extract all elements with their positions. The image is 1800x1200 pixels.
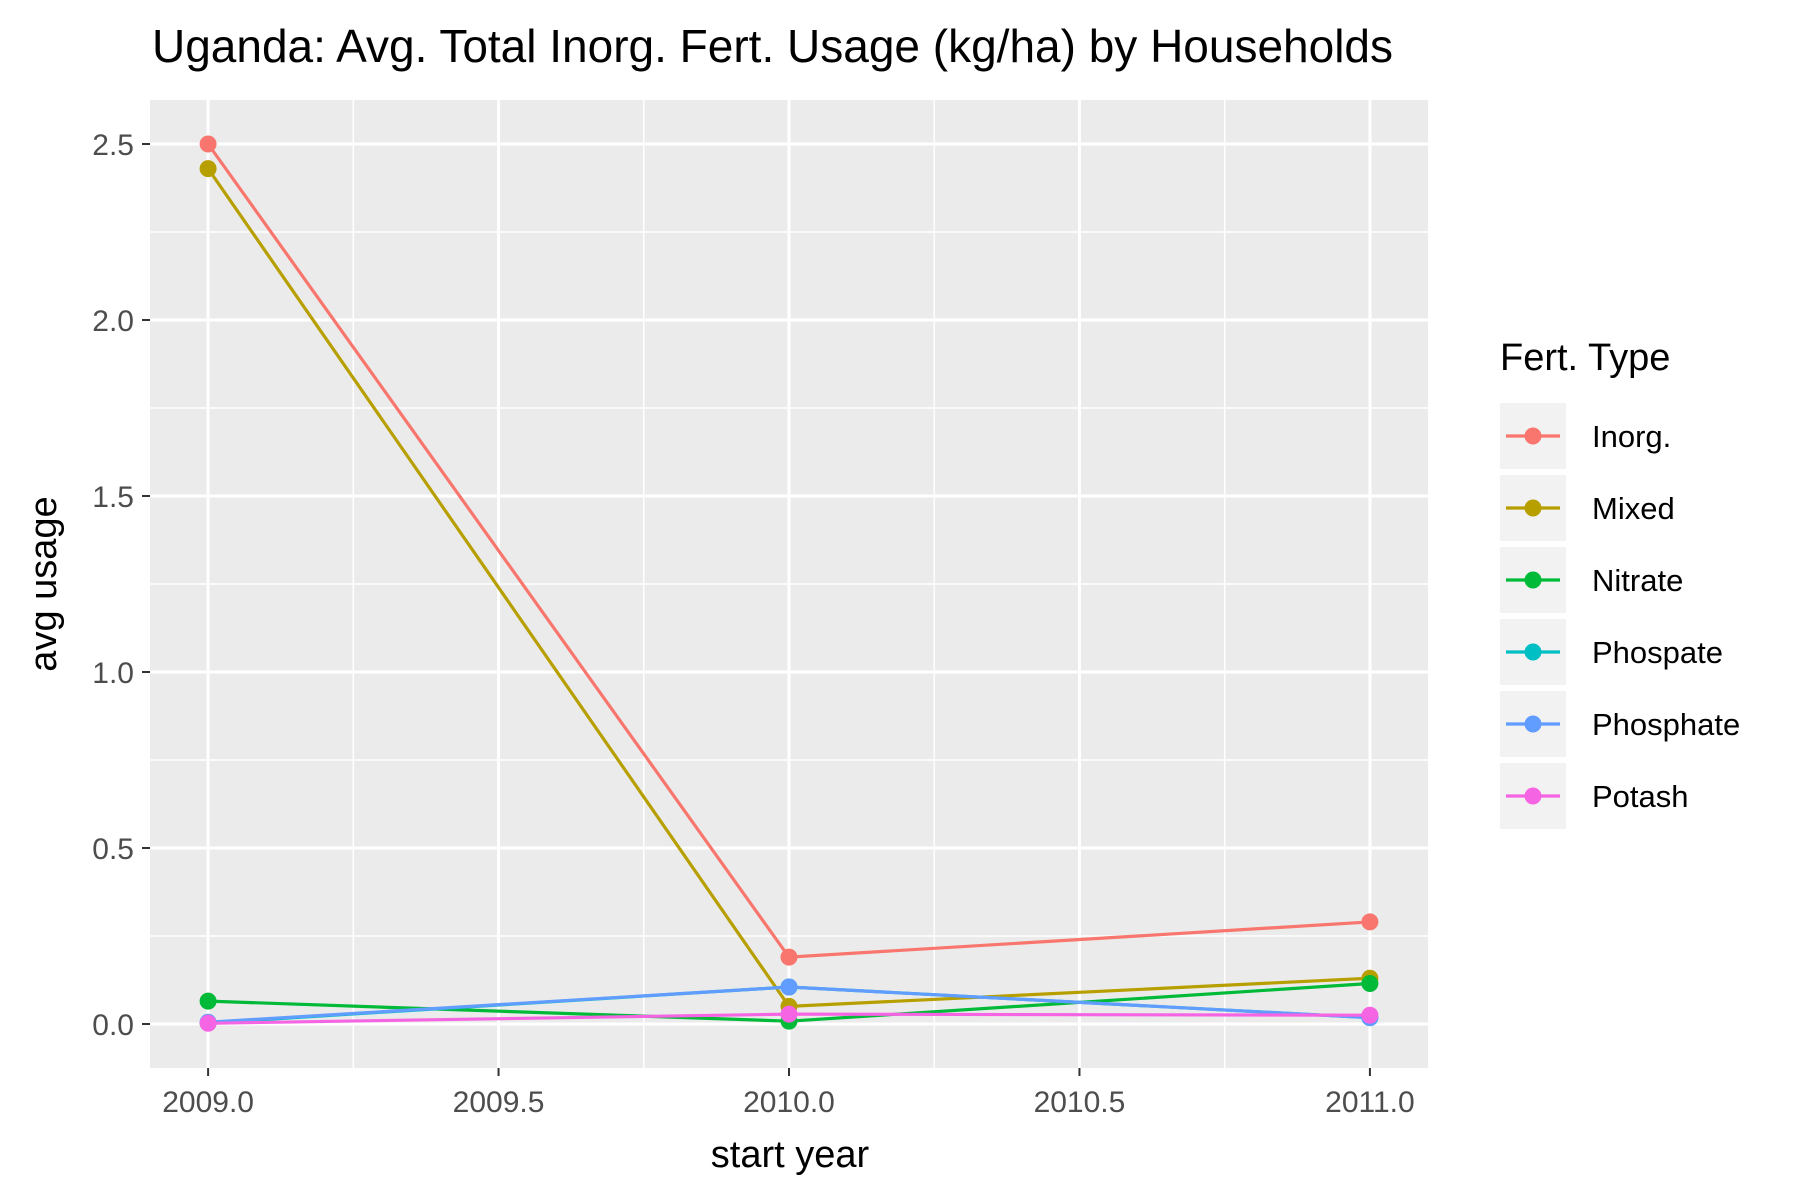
chart-title: Uganda: Avg. Total Inorg. Fert. Usage (k… (152, 20, 1393, 72)
x-tick-label: 2009.0 (162, 1086, 254, 1119)
legend-key-point (1524, 715, 1542, 733)
x-tick-label: 2011.0 (1325, 1086, 1415, 1119)
data-point-inorg (199, 135, 217, 153)
y-tick-label: 1.5 (92, 481, 134, 514)
legend-label: Potash (1592, 779, 1689, 814)
data-point-potash (780, 1005, 798, 1023)
legend-key-point (1524, 643, 1542, 661)
y-tick-label: 0.0 (92, 1009, 134, 1042)
legend-label: Phosphate (1592, 707, 1740, 742)
legend-label: Mixed (1592, 491, 1675, 526)
data-point-inorg (1361, 913, 1379, 931)
legend-key-point (1524, 499, 1542, 517)
legend-label: Phospate (1592, 635, 1723, 670)
x-tick-label: 2009.5 (453, 1086, 545, 1119)
x-tick-label: 2010.0 (743, 1086, 835, 1119)
legend-label: Nitrate (1592, 563, 1683, 598)
legend-key-point (1524, 571, 1542, 589)
y-tick-label: 1.0 (92, 657, 134, 690)
x-axis-title: start year (711, 1134, 870, 1176)
legend-key-point (1524, 427, 1542, 445)
y-axis-ticks: 0.0 0.5 1.0 1.5 2.0 2.5 (92, 129, 150, 1042)
series-points (199, 135, 1379, 1032)
data-point-potash (1361, 1006, 1379, 1024)
x-tick-label: 2010.5 (1034, 1086, 1126, 1119)
x-axis-ticks: 2009.0 2009.5 2010.0 2010.5 2011.0 (162, 1068, 1415, 1119)
legend-items: Inorg. Mixed Nitrate Phospate Phosphate Potas… (1500, 403, 1740, 829)
data-point-nitrate (1361, 975, 1379, 993)
y-tick-label: 0.5 (92, 833, 134, 866)
y-tick-label: 2.0 (92, 305, 134, 338)
legend: Fert. Type Inorg. Mixed Nitrate Phospate Pho… (1500, 337, 1740, 829)
data-point-mixed (199, 160, 217, 178)
legend-key-point (1524, 787, 1542, 805)
y-tick-label: 2.5 (92, 129, 134, 162)
legend-label: Inorg. (1592, 419, 1671, 454)
data-point-nitrate (199, 992, 217, 1010)
data-point-phosphate (780, 978, 798, 996)
y-axis-title: avg usage (23, 496, 65, 671)
legend-title: Fert. Type (1500, 337, 1670, 379)
data-point-inorg (780, 948, 798, 966)
data-point-potash (199, 1014, 217, 1032)
